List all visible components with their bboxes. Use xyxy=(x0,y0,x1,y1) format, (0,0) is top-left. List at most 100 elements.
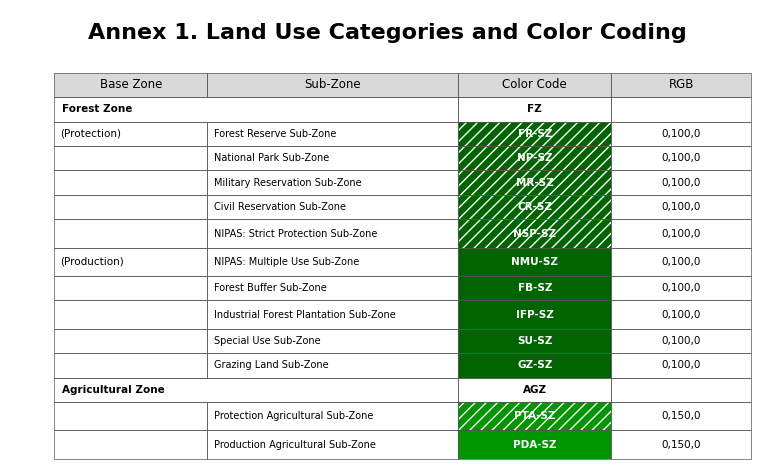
FancyBboxPatch shape xyxy=(458,146,611,170)
FancyBboxPatch shape xyxy=(611,329,751,353)
FancyBboxPatch shape xyxy=(54,73,207,97)
FancyBboxPatch shape xyxy=(611,219,751,248)
FancyBboxPatch shape xyxy=(458,97,611,122)
FancyBboxPatch shape xyxy=(458,219,611,248)
Text: 0,100,0: 0,100,0 xyxy=(662,129,700,139)
Text: Special Use Sub-Zone: Special Use Sub-Zone xyxy=(214,336,320,346)
Text: 0,100,0: 0,100,0 xyxy=(662,153,700,163)
FancyBboxPatch shape xyxy=(207,195,458,219)
FancyBboxPatch shape xyxy=(611,402,751,431)
FancyBboxPatch shape xyxy=(207,219,458,248)
Text: 0,100,0: 0,100,0 xyxy=(662,360,700,370)
FancyBboxPatch shape xyxy=(458,170,611,195)
Text: 0,100,0: 0,100,0 xyxy=(662,283,700,293)
FancyBboxPatch shape xyxy=(54,276,207,300)
Text: FR-SZ: FR-SZ xyxy=(518,129,552,139)
Text: GZ-SZ: GZ-SZ xyxy=(517,360,553,370)
FancyBboxPatch shape xyxy=(54,219,207,248)
Text: Sub-Zone: Sub-Zone xyxy=(304,78,361,91)
FancyBboxPatch shape xyxy=(54,122,207,146)
FancyBboxPatch shape xyxy=(458,300,611,329)
FancyBboxPatch shape xyxy=(458,122,611,146)
FancyBboxPatch shape xyxy=(611,300,751,329)
FancyBboxPatch shape xyxy=(54,195,207,219)
Text: IFP-SZ: IFP-SZ xyxy=(516,309,553,320)
FancyBboxPatch shape xyxy=(611,97,751,122)
Text: 0,100,0: 0,100,0 xyxy=(662,228,700,239)
FancyBboxPatch shape xyxy=(54,353,207,378)
FancyBboxPatch shape xyxy=(458,195,611,219)
Text: 0,100,0: 0,100,0 xyxy=(662,336,700,346)
FancyBboxPatch shape xyxy=(611,431,751,459)
Text: 0,100,0: 0,100,0 xyxy=(662,257,700,267)
Text: NP-SZ: NP-SZ xyxy=(517,153,553,163)
FancyBboxPatch shape xyxy=(611,353,751,378)
FancyBboxPatch shape xyxy=(611,146,751,170)
Text: Annex 1. Land Use Categories and Color Coding: Annex 1. Land Use Categories and Color C… xyxy=(87,23,687,44)
Text: Civil Reservation Sub-Zone: Civil Reservation Sub-Zone xyxy=(214,202,346,212)
FancyBboxPatch shape xyxy=(207,122,458,146)
Text: RGB: RGB xyxy=(669,78,694,91)
FancyBboxPatch shape xyxy=(54,329,207,353)
Text: (Production): (Production) xyxy=(60,257,124,267)
FancyBboxPatch shape xyxy=(207,300,458,329)
FancyBboxPatch shape xyxy=(54,431,207,459)
FancyBboxPatch shape xyxy=(54,402,207,431)
FancyBboxPatch shape xyxy=(458,276,611,300)
FancyBboxPatch shape xyxy=(611,276,751,300)
FancyBboxPatch shape xyxy=(54,378,458,402)
FancyBboxPatch shape xyxy=(458,431,611,459)
FancyBboxPatch shape xyxy=(458,353,611,378)
Text: PDA-SZ: PDA-SZ xyxy=(513,439,557,450)
Text: Forest Zone: Forest Zone xyxy=(62,104,132,114)
Text: PTA-SZ: PTA-SZ xyxy=(514,411,556,421)
FancyBboxPatch shape xyxy=(207,170,458,195)
FancyBboxPatch shape xyxy=(611,248,751,276)
FancyBboxPatch shape xyxy=(458,248,611,276)
FancyBboxPatch shape xyxy=(458,73,611,97)
FancyBboxPatch shape xyxy=(458,378,611,402)
Text: AGZ: AGZ xyxy=(522,385,547,395)
Text: (Protection): (Protection) xyxy=(60,129,122,139)
Text: 0,100,0: 0,100,0 xyxy=(662,178,700,188)
FancyBboxPatch shape xyxy=(54,97,458,122)
Text: Forest Reserve Sub-Zone: Forest Reserve Sub-Zone xyxy=(214,129,336,139)
FancyBboxPatch shape xyxy=(207,146,458,170)
FancyBboxPatch shape xyxy=(207,402,458,431)
Text: CR-SZ: CR-SZ xyxy=(517,202,553,212)
Text: 0,150,0: 0,150,0 xyxy=(661,439,701,450)
Text: Color Code: Color Code xyxy=(502,78,567,91)
Text: NIPAS: Multiple Use Sub-Zone: NIPAS: Multiple Use Sub-Zone xyxy=(214,257,359,267)
FancyBboxPatch shape xyxy=(207,276,458,300)
FancyBboxPatch shape xyxy=(207,431,458,459)
Text: FB-SZ: FB-SZ xyxy=(518,283,552,293)
Text: SU-SZ: SU-SZ xyxy=(517,336,553,346)
Text: NSP-SZ: NSP-SZ xyxy=(513,228,557,239)
Text: 0,100,0: 0,100,0 xyxy=(662,309,700,320)
Text: 0,100,0: 0,100,0 xyxy=(662,202,700,212)
Text: NIPAS: Strict Protection Sub-Zone: NIPAS: Strict Protection Sub-Zone xyxy=(214,228,377,239)
FancyBboxPatch shape xyxy=(207,248,458,276)
Text: Grazing Land Sub-Zone: Grazing Land Sub-Zone xyxy=(214,360,328,370)
Text: FZ: FZ xyxy=(527,104,543,114)
FancyBboxPatch shape xyxy=(611,195,751,219)
Text: Production Agricultural Sub-Zone: Production Agricultural Sub-Zone xyxy=(214,439,375,450)
Text: MR-SZ: MR-SZ xyxy=(516,178,553,188)
Text: Industrial Forest Plantation Sub-Zone: Industrial Forest Plantation Sub-Zone xyxy=(214,309,396,320)
FancyBboxPatch shape xyxy=(54,300,207,329)
FancyBboxPatch shape xyxy=(207,329,458,353)
FancyBboxPatch shape xyxy=(458,329,611,353)
FancyBboxPatch shape xyxy=(611,122,751,146)
Text: Agricultural Zone: Agricultural Zone xyxy=(62,385,165,395)
FancyBboxPatch shape xyxy=(458,402,611,431)
FancyBboxPatch shape xyxy=(611,170,751,195)
FancyBboxPatch shape xyxy=(54,146,207,170)
FancyBboxPatch shape xyxy=(54,248,207,276)
Text: Protection Agricultural Sub-Zone: Protection Agricultural Sub-Zone xyxy=(214,411,373,421)
FancyBboxPatch shape xyxy=(207,353,458,378)
Text: Military Reservation Sub-Zone: Military Reservation Sub-Zone xyxy=(214,178,361,188)
FancyBboxPatch shape xyxy=(54,170,207,195)
Text: Base Zone: Base Zone xyxy=(100,78,162,91)
Text: Forest Buffer Sub-Zone: Forest Buffer Sub-Zone xyxy=(214,283,327,293)
Text: 0,150,0: 0,150,0 xyxy=(661,411,701,421)
